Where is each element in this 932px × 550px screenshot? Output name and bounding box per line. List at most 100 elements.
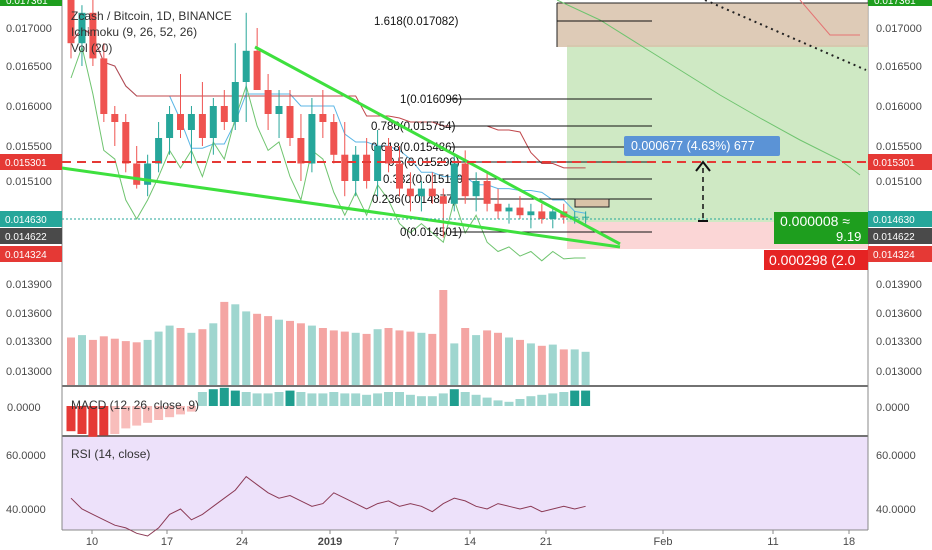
candle[interactable] — [67, 0, 75, 59]
candle[interactable] — [166, 106, 174, 155]
time-tick: 18 — [843, 536, 855, 548]
candle[interactable] — [100, 43, 108, 122]
candle[interactable] — [220, 90, 228, 130]
time-tick: 24 — [236, 536, 248, 548]
candle[interactable] — [374, 130, 382, 197]
candle[interactable] — [406, 172, 414, 212]
candle[interactable] — [385, 138, 392, 173]
candle-body — [220, 106, 228, 122]
candle[interactable] — [242, 12, 250, 122]
price-axis[interactable]: 0.017000 0.017000 0.016500 0.016500 0.016000… — [6, 23, 922, 378]
stop-box[interactable] — [764, 250, 868, 270]
rsi-legend[interactable]: RSI (14, close) — [71, 447, 150, 461]
candle-body — [396, 163, 403, 189]
candle[interactable] — [231, 43, 239, 130]
macd-bar — [416, 396, 426, 406]
macd-bar — [427, 396, 437, 406]
price-tag-text: 0.014630 — [873, 215, 915, 226]
price-tag-text: 0.014622 — [873, 232, 915, 243]
volume-bar — [373, 329, 382, 385]
candle[interactable] — [439, 188, 447, 238]
candle[interactable] — [308, 98, 316, 173]
volume-bar — [176, 328, 185, 385]
macd-bar — [482, 397, 492, 406]
candle-body — [483, 181, 491, 204]
candle[interactable] — [297, 114, 305, 181]
wedge-lower-trendline[interactable] — [61, 166, 621, 249]
candle[interactable] — [253, 28, 261, 90]
fibonacci-retracement[interactable]: 1.618(0.017082) 1(0.016096) 0.786(0.015754… — [371, 16, 652, 239]
candle[interactable] — [209, 98, 217, 155]
target-zone[interactable] — [567, 45, 868, 222]
candle[interactable] — [483, 172, 491, 212]
candle[interactable] — [571, 211, 579, 224]
volume-bar — [351, 332, 360, 386]
macd-tick-right: 0.0000 — [876, 402, 910, 414]
candle[interactable] — [264, 74, 272, 130]
candle[interactable] — [428, 172, 436, 204]
volume-bar — [395, 330, 404, 385]
macd-legend[interactable]: MACD (12, 26, close, 9) — [71, 398, 199, 412]
volume-bar — [570, 349, 579, 385]
candle[interactable] — [417, 181, 425, 212]
candle[interactable] — [549, 207, 557, 229]
candle[interactable] — [330, 114, 338, 164]
candle[interactable] — [89, 0, 97, 66]
macd-bar — [340, 393, 350, 406]
ichimoku-kijun-line — [70, 27, 586, 169]
time-axis[interactable]: 10 17 24 2019 7 14 21 Feb 11 18 — [86, 530, 855, 548]
candle[interactable] — [187, 106, 195, 164]
macd-bar — [263, 393, 273, 406]
ichimoku-legend[interactable]: Ichimoku (9, 26, 52, 26) — [71, 25, 197, 39]
price-tag-text: 0.015301 — [5, 158, 47, 169]
volume-bar — [264, 316, 273, 385]
candle-body — [177, 114, 184, 130]
candle-body — [374, 146, 382, 181]
volume-bar — [121, 341, 130, 385]
candle[interactable] — [494, 188, 502, 219]
candle[interactable] — [582, 211, 590, 224]
volume-bar — [526, 343, 535, 385]
candle[interactable] — [78, 5, 86, 66]
candle[interactable] — [538, 203, 546, 224]
fib-level-label: 0(0.014501) — [400, 227, 462, 239]
macd-bar — [274, 392, 284, 406]
rsi-band — [62, 437, 868, 530]
candle[interactable] — [341, 122, 349, 197]
candle[interactable] — [275, 90, 283, 138]
volume-legend[interactable]: Vol (20) — [71, 41, 112, 55]
candle[interactable] — [198, 82, 206, 146]
candle[interactable] — [527, 203, 535, 229]
candle[interactable] — [144, 154, 152, 197]
candle[interactable] — [155, 122, 163, 173]
candle[interactable] — [516, 196, 524, 219]
macd-histogram — [66, 387, 591, 437]
fib-level-label: 0.236(0.014877) — [372, 194, 457, 206]
macd-bar — [395, 392, 404, 406]
candles[interactable] — [67, 0, 590, 238]
volume-bar — [307, 325, 316, 385]
wedge-upper-trendline[interactable] — [254, 45, 621, 246]
candle-body — [538, 211, 546, 219]
candle[interactable] — [177, 74, 184, 138]
candle-body — [385, 146, 392, 164]
candle-body — [549, 211, 557, 219]
candle[interactable] — [450, 154, 458, 212]
candle[interactable] — [472, 172, 480, 212]
candle[interactable] — [286, 90, 294, 146]
target-box[interactable] — [624, 136, 780, 156]
volume-bar — [88, 339, 97, 385]
price-tick-left: 0.015100 — [6, 176, 52, 188]
candle[interactable] — [133, 146, 141, 189]
current-box[interactable] — [774, 212, 868, 244]
volume-bar — [329, 330, 338, 385]
candle[interactable] — [111, 106, 119, 146]
candle[interactable] — [505, 203, 513, 224]
candle[interactable] — [319, 90, 327, 138]
candle[interactable] — [363, 138, 371, 189]
candle-body — [144, 163, 152, 185]
candle[interactable] — [396, 146, 403, 197]
candle[interactable] — [352, 146, 360, 197]
